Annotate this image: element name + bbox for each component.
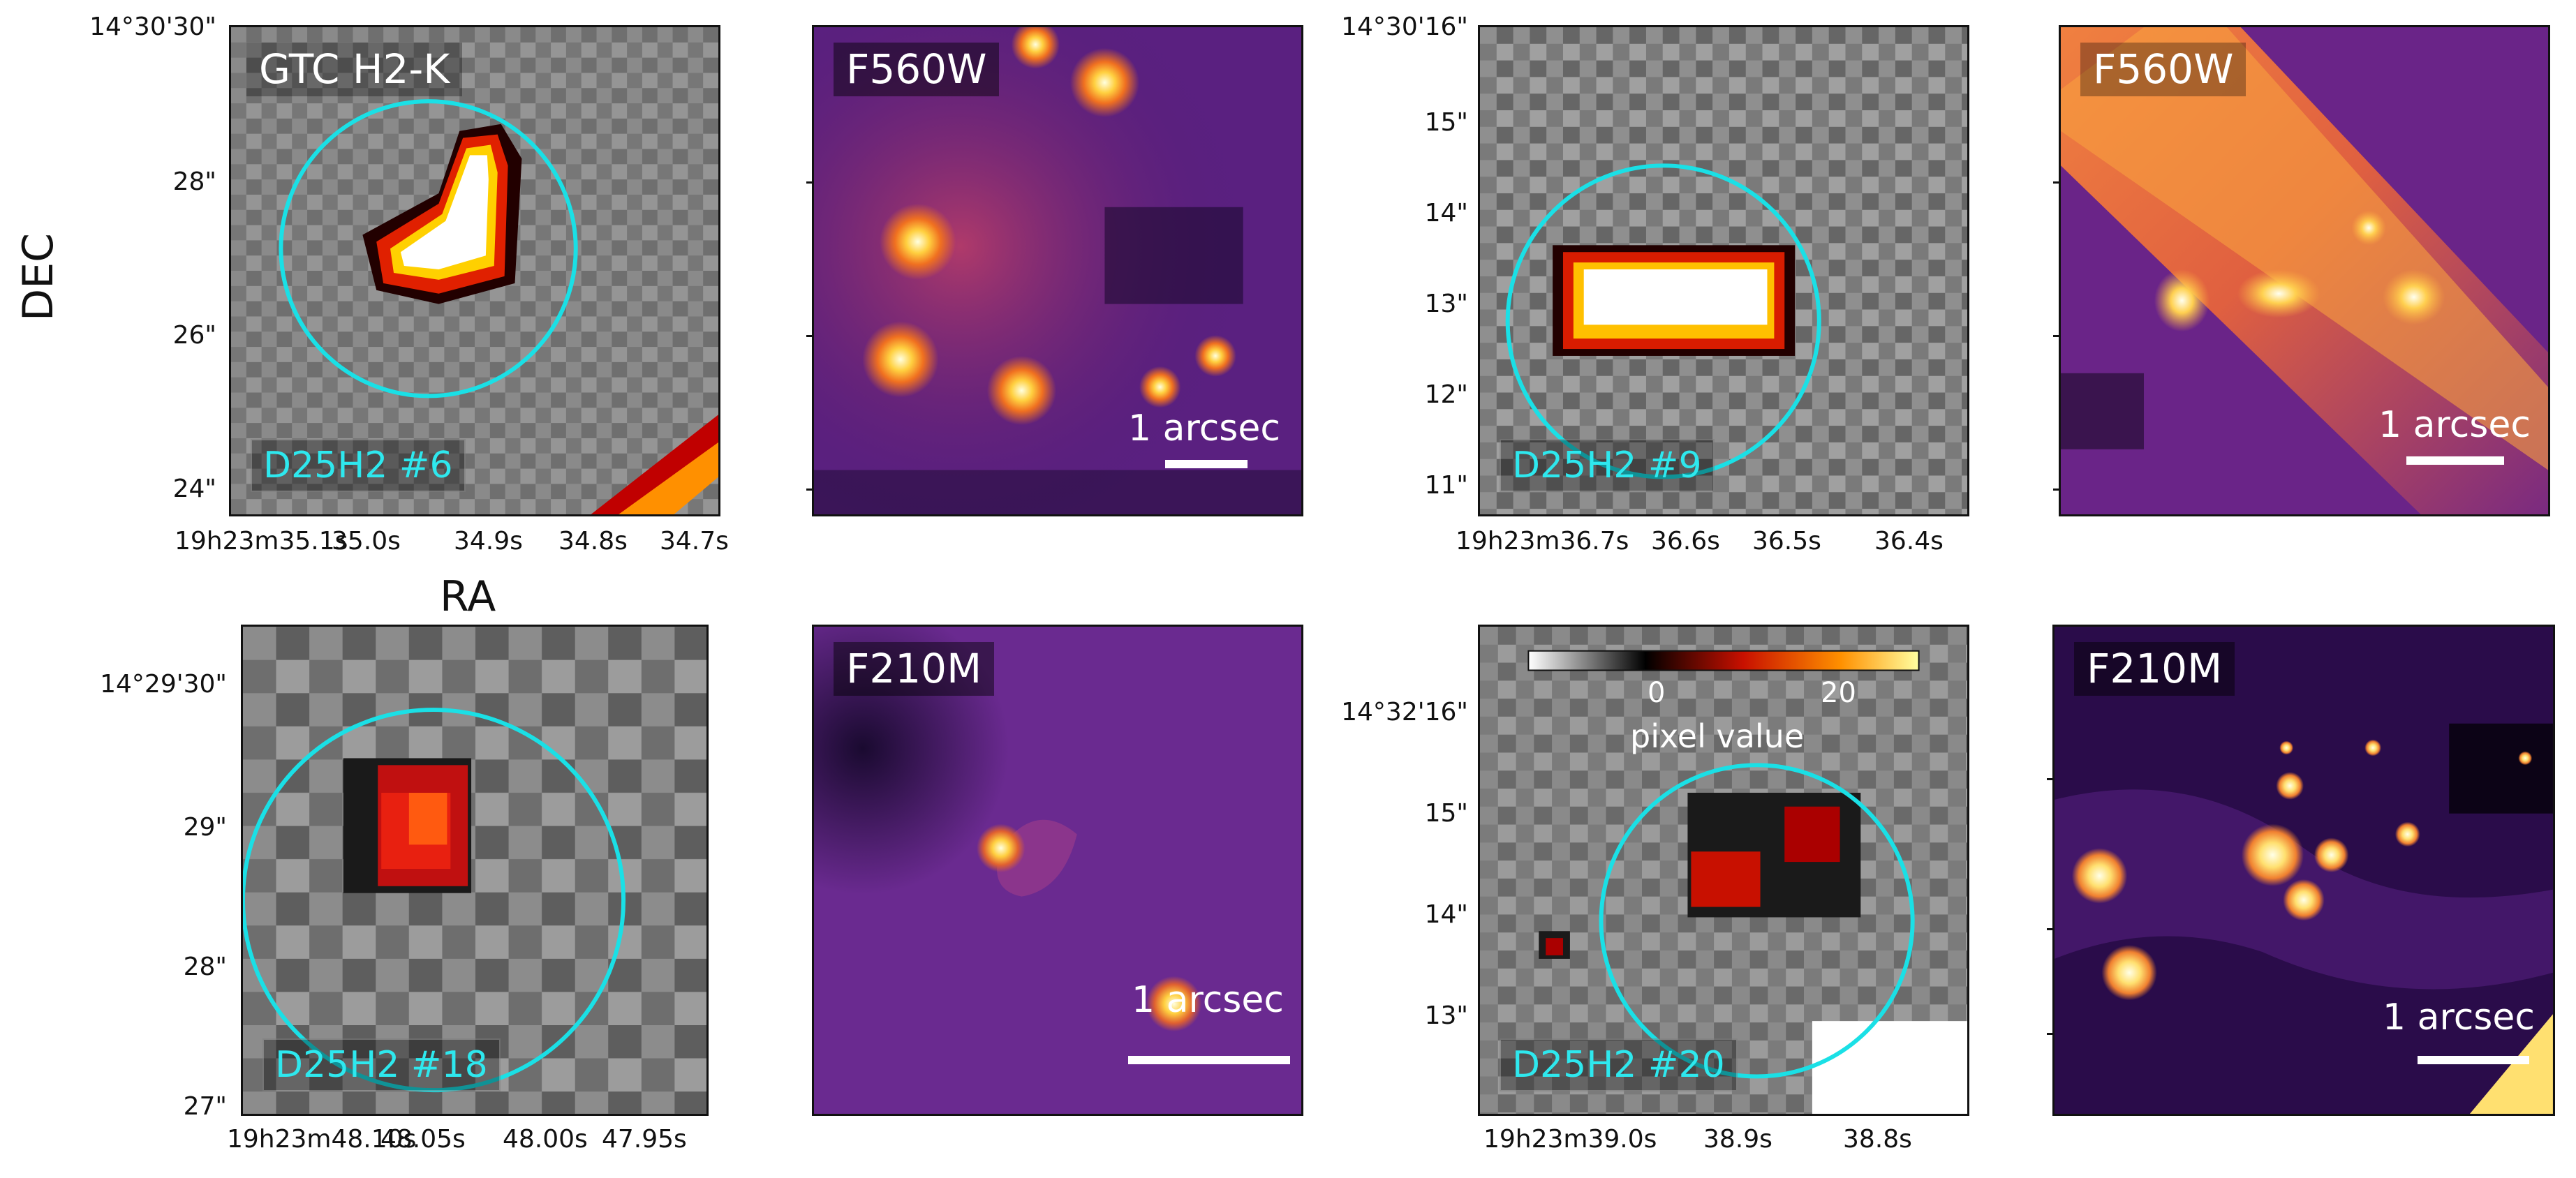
dec-tick: 12": [1424, 380, 1468, 409]
h2-image-9: [1480, 27, 1967, 514]
dec-tick: 14": [1424, 199, 1468, 228]
dec-tick: 26": [172, 321, 216, 350]
filter-label: F210M: [834, 642, 995, 696]
ra-tick: 35.0s: [332, 527, 401, 556]
dec-tick: 29": [183, 813, 227, 842]
source-label: D25H2 #18: [262, 1038, 501, 1091]
aperture-circle: [1599, 763, 1915, 1079]
colorbar-tick: 0: [1648, 677, 1666, 709]
scale-bar: [1165, 460, 1248, 468]
scale-bar: [1128, 1056, 1290, 1064]
ra-tick: 38.9s: [1703, 1125, 1772, 1154]
image-panel-f210m-1: F210M 1 arcsec: [812, 625, 1303, 1116]
scale-bar-label: 1 arcsec: [2383, 997, 2535, 1038]
f210m-image-1: [814, 627, 1301, 1114]
ra-tick: 47.95s: [602, 1125, 687, 1154]
ra-tick: 36.4s: [1874, 527, 1944, 556]
dec-tick: 24": [172, 475, 216, 503]
aperture-circle: [243, 708, 626, 1093]
dec-tick: 28": [172, 167, 216, 196]
filter-label: F210M: [2074, 642, 2235, 696]
ra-tick: 34.7s: [660, 527, 729, 556]
ra-tick: 19h23m48.10s: [227, 1125, 417, 1154]
h2-image-6: [231, 27, 718, 514]
dec-tick: 14": [1424, 900, 1468, 929]
aperture-circle: [1505, 163, 1821, 479]
dec-tick: 13": [1424, 1001, 1468, 1030]
f210m-image-2: [2055, 627, 2553, 1114]
ra-tick: 19h23m35.1s: [175, 527, 348, 556]
image-panel-d25h2-20: 0 20 pixel value D25H2 #20: [1478, 625, 1969, 1116]
dec-tick: 14°30'30": [89, 13, 216, 41]
image-panel-d25h2-6: GTC H2-K D25H2 #6: [229, 25, 720, 516]
aperture-circle: [279, 99, 578, 398]
ra-tick: 38.8s: [1843, 1125, 1912, 1154]
image-panel-f560w-2: F560W 1 arcsec: [2059, 25, 2550, 516]
ra-tick: 34.8s: [558, 527, 628, 556]
scale-bar-label: 1 arcsec: [2378, 404, 2531, 446]
colorbar-tick: 20: [1821, 677, 1856, 709]
image-panel-d25h2-18: D25H2 #18: [241, 625, 709, 1116]
ra-tick: 19h23m39.0s: [1483, 1125, 1657, 1154]
image-panel-f560w-1: F560W 1 arcsec: [812, 25, 1303, 516]
ra-axis-title: RA: [440, 572, 496, 621]
colorbar: [1527, 650, 1920, 671]
h2-image-20: [1480, 627, 1967, 1114]
ra-tick: 48.05s: [380, 1125, 466, 1154]
scale-bar-label: 1 arcsec: [1128, 408, 1280, 449]
scale-bar: [2418, 1056, 2529, 1064]
source-label: D25H2 #6: [251, 439, 466, 492]
ra-tick: 48.00s: [503, 1125, 588, 1154]
ra-tick: 36.6s: [1651, 527, 1720, 556]
image-panel-f210m-2: F210M 1 arcsec: [2052, 625, 2555, 1116]
ra-tick: 34.9s: [454, 527, 523, 556]
dec-tick: 28": [183, 953, 227, 981]
dec-tick: 15": [1424, 108, 1468, 137]
ra-tick: 19h23m36.7s: [1456, 527, 1629, 556]
dec-tick: 15": [1424, 799, 1468, 828]
f560w-image-2: [2061, 27, 2548, 514]
dec-tick: 13": [1424, 290, 1468, 318]
scale-bar: [2406, 456, 2504, 465]
source-label: D25H2 #20: [1500, 1038, 1738, 1091]
dec-tick: 14°29'30": [100, 670, 227, 699]
colorbar-label: pixel value: [1630, 717, 1805, 755]
dec-tick: 14°30'16": [1341, 13, 1468, 41]
filter-label: F560W: [2080, 43, 2246, 96]
f560w-image-1: [814, 27, 1301, 514]
dec-tick: 27": [183, 1092, 227, 1121]
dec-tick: 11": [1424, 471, 1468, 500]
image-panel-d25h2-9: D25H2 #9: [1478, 25, 1969, 516]
dec-tick: 14°32'16": [1341, 698, 1468, 726]
ra-tick: 36.5s: [1752, 527, 1821, 556]
scale-bar-label: 1 arcsec: [1132, 979, 1284, 1021]
filter-label: F560W: [834, 43, 1000, 96]
filter-label: GTC H2-K: [246, 43, 463, 96]
source-label: D25H2 #9: [1500, 439, 1715, 492]
dec-axis-title: DEC: [14, 232, 63, 321]
h2-image-18: [243, 627, 706, 1114]
